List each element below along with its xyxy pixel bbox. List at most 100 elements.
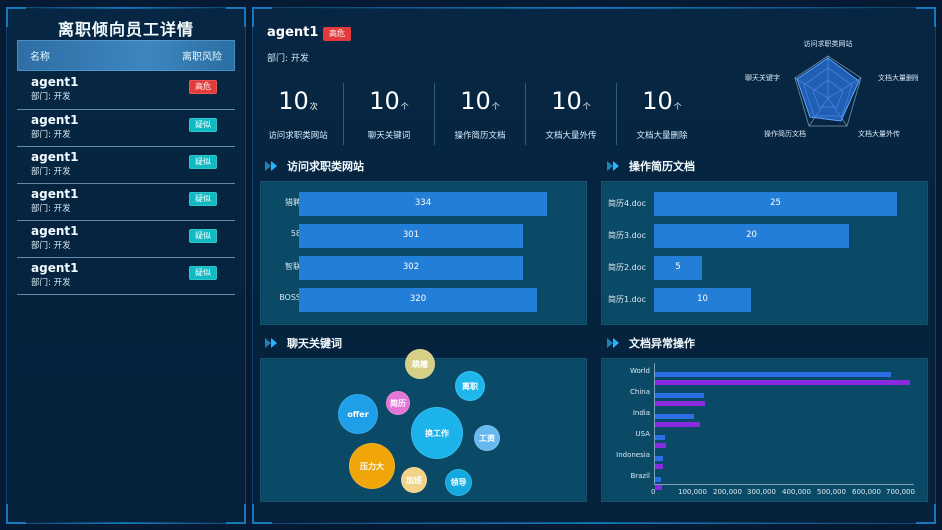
bar-category: 简历1.doc	[608, 295, 647, 304]
section-title-job-sites: 访问求职类网站	[287, 160, 364, 173]
employee-row[interactable]: agent1 部门: 开发 疑似	[17, 221, 235, 258]
bar-category: 简历3.doc	[608, 231, 647, 240]
anomaly-bar	[655, 435, 665, 440]
bar-job-3: 320	[299, 288, 537, 312]
bar-row: 简历2.doc 5	[602, 254, 927, 280]
section-arrow-icon	[265, 337, 283, 349]
bar-value: 320	[409, 294, 427, 304]
table-header-risk: 离职风险	[182, 52, 222, 63]
frame-corner	[916, 7, 936, 27]
chart-axis-label: India	[632, 409, 650, 417]
x-tick: 500,000	[817, 488, 846, 496]
anomaly-bar	[655, 422, 700, 427]
frame-corner	[226, 7, 246, 27]
radar-label-chat: 聊天关键字	[745, 73, 780, 82]
bar-category: 简历4.doc	[608, 199, 647, 208]
keyword-bubble-chart: 跳槽 离职 offer 简历 换工作 工资 压力大 加班 领导	[260, 349, 587, 502]
bar-doc-3: 10	[654, 288, 751, 312]
section-arrow-icon	[607, 337, 625, 349]
employee-row[interactable]: agent1 部门: 开发 疑似	[17, 258, 235, 295]
stat-label: 访问求职类网站	[268, 131, 328, 141]
stat-label: 操作简历文档	[454, 131, 506, 141]
stat-unit: 个	[491, 102, 500, 111]
x-tick: 700,000	[886, 488, 915, 496]
bar-value: 334	[414, 198, 432, 208]
anomaly-bar	[655, 372, 891, 377]
frame-corner	[252, 7, 272, 27]
bar-category: 58	[290, 229, 301, 238]
x-tick: 300,000	[747, 488, 776, 496]
employee-row[interactable]: agent1 部门: 开发 高危	[17, 72, 235, 110]
radar-label-job: 访问求职类网站	[804, 39, 853, 48]
bar-value: 302	[402, 262, 420, 272]
frame-corner	[226, 504, 246, 524]
employee-dept: 部门: 开发	[31, 167, 71, 177]
bar-category: 猎聘	[285, 198, 301, 207]
bubble-gongzi: 工资	[474, 425, 500, 451]
bar-row: 简历1.doc 10	[602, 286, 927, 312]
chart-axis-label: USA	[635, 430, 651, 438]
radar-chart: 访问求职类网站 文档大量删除 文档大量外传 操作简历文档 聊天关键字	[745, 39, 918, 138]
anomaly-bar	[655, 464, 663, 469]
employee-name: agent1	[31, 113, 79, 127]
stat-value: 10个	[369, 87, 409, 115]
employee-dept: 部门: 开发	[31, 92, 71, 102]
bar-job-1: 301	[299, 224, 523, 248]
radar-label-export: 文档大量外传	[858, 129, 900, 138]
anomaly-bar	[655, 380, 910, 385]
employee-name: agent1	[31, 187, 79, 201]
frame-corner	[916, 504, 936, 524]
bar-doc-0: 25	[654, 192, 897, 216]
section-arrow-icon	[265, 160, 283, 172]
resume-docs-chart: 简历4.doc 25 简历3.doc 20 简历2.doc 5 简历1.doc …	[601, 181, 928, 325]
chart-axis-label: Brazil	[630, 472, 650, 480]
stat-label: 文档大量外传	[545, 131, 597, 141]
anomaly-bar	[655, 401, 705, 406]
stat-value: 10次	[278, 87, 318, 115]
chart-axis-label: China	[630, 388, 650, 396]
risk-badge: 高危	[189, 80, 217, 94]
bar-value: 20	[746, 230, 757, 240]
employee-row[interactable]: agent1 部门: 开发 疑似	[17, 147, 235, 184]
employee-dept: 部门: 开发	[31, 241, 71, 251]
bar-row: BOSS 320	[261, 286, 586, 312]
stat-value: 10个	[551, 87, 591, 115]
stat-value: 10个	[460, 87, 500, 115]
section-title-doc-anomaly: 文档异常操作	[629, 337, 695, 350]
bar-category: 智联	[285, 262, 301, 271]
chart-axis-label: World	[629, 367, 650, 375]
employee-row[interactable]: agent1 部门: 开发 疑似	[17, 184, 235, 221]
section-title-resume-docs: 操作简历文档	[629, 160, 695, 173]
risk-badge: 疑似	[189, 192, 217, 206]
employee-list: agent1 部门: 开发 高危 agent1 部门: 开发 疑似 agent1…	[17, 72, 235, 295]
anomaly-bar	[655, 485, 662, 490]
bar-row: 简历4.doc 25	[602, 190, 927, 216]
bar-row: 简历3.doc 20	[602, 222, 927, 248]
stat-label: 聊天关键词	[367, 131, 411, 141]
employee-table-header: 名称 离职风险	[17, 40, 235, 71]
section-arrow-icon	[607, 160, 625, 172]
bar-job-2: 302	[299, 256, 523, 280]
bar-category: BOSS	[279, 293, 301, 302]
employee-row[interactable]: agent1 部门: 开发 疑似	[17, 110, 235, 147]
employee-name: agent1	[31, 150, 79, 164]
employee-dept: 部门: 开发	[31, 130, 71, 140]
radar-area	[796, 57, 860, 122]
stat-chat-keywords: 10个 聊天关键词	[344, 83, 435, 145]
radar-label-resume: 操作简历文档	[764, 129, 806, 138]
bar-row: 58 301	[261, 222, 586, 248]
risk-badge: 疑似	[189, 155, 217, 169]
stat-unit: 个	[582, 102, 591, 111]
employee-name: agent1	[31, 261, 79, 275]
detail-panel: agent1 高危 部门: 开发 10次 访问求职类网站 10个 聊天关键词 1…	[252, 7, 936, 524]
employee-dept: 部门: 开发	[31, 204, 71, 214]
anomaly-bar	[655, 477, 661, 482]
selected-risk-badge: 高危	[323, 27, 351, 41]
doc-anomaly-chart: World China India USA Indonesia Brazil 0…	[601, 358, 928, 502]
frame-corner	[6, 504, 26, 524]
bubble-jiaban: 加班	[401, 467, 427, 493]
radar-label-delete: 文档大量删除	[878, 73, 918, 82]
stat-job-site-visits: 10次 访问求职类网站	[253, 83, 344, 145]
bar-row: 智联 302	[261, 254, 586, 280]
anomaly-bar	[655, 443, 666, 448]
